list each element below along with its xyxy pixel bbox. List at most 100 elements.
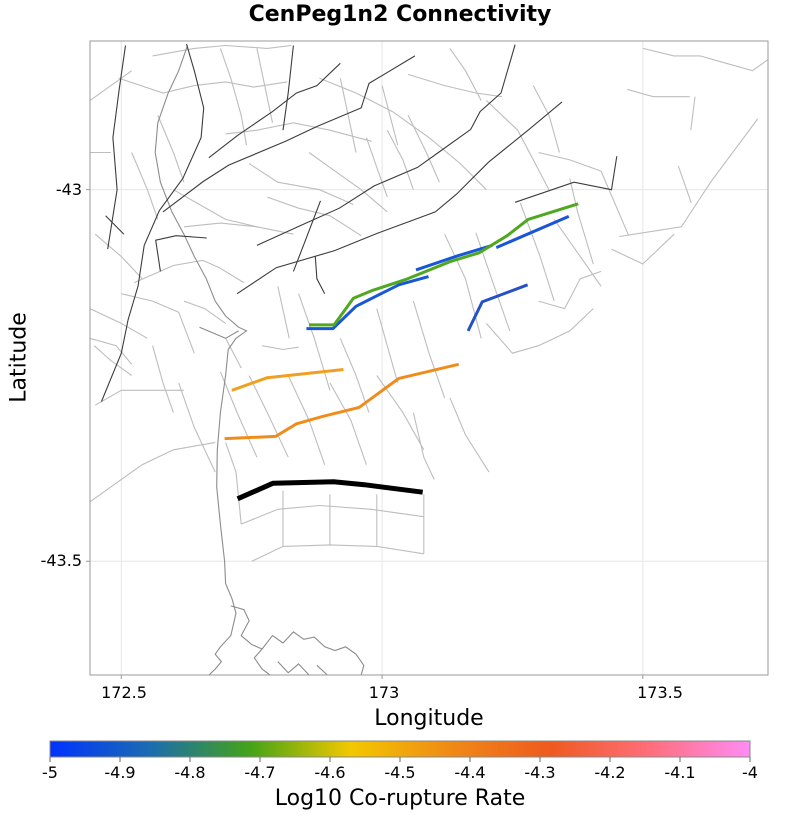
fault-trace-light (131, 152, 159, 220)
colorbar (49, 740, 751, 758)
fault-trace-light (611, 233, 675, 265)
fault-trace-light (219, 371, 258, 458)
colorbar-ticks (49, 757, 751, 762)
rupture-parent-section (236, 479, 424, 502)
fault-trace-dark (282, 45, 294, 131)
fault-trace-light (339, 338, 370, 413)
colorbar-tick-label: -4.7 (244, 763, 276, 782)
fault-trace-light (173, 189, 258, 228)
coastline-segment (230, 605, 263, 650)
fault-trace-light (386, 129, 414, 190)
fault-trace-light (365, 137, 388, 198)
colorbar-label: Log10 Co-rupture Rate (274, 786, 526, 811)
chart-title: CenPeg1n2 Connectivity (248, 2, 552, 27)
fault-trace-light (178, 382, 216, 473)
coastline-segment (316, 664, 328, 675)
fault-trace-light (240, 504, 424, 525)
fault-trace-light (532, 85, 560, 153)
fault-trace-light (600, 170, 630, 236)
fault-trace-light (94, 233, 143, 280)
fault-trace-dark (514, 156, 618, 203)
fault-trace-dark (314, 256, 326, 294)
x-tick-label: 173.5 (637, 683, 683, 702)
colorbar-tick-label: -4.6 (314, 763, 346, 782)
fault-trace-light (485, 308, 594, 354)
fault-trace-light (449, 397, 490, 473)
x-tick-label: 172.5 (101, 683, 147, 702)
fault-trace-dark (292, 200, 322, 272)
fault-trace-light (152, 44, 292, 57)
fault-trace-light (642, 47, 768, 72)
rupture-rupture-f (495, 215, 570, 249)
fault-trace-light (486, 100, 550, 190)
fault-trace-light (412, 412, 435, 480)
fault-trace-light (90, 337, 133, 365)
fault-trace-light (121, 293, 195, 354)
fault-trace-light (248, 375, 289, 458)
rupture-rupture-b (224, 362, 460, 441)
colorbar-tick-label: -4.2 (594, 763, 626, 782)
fault-trace-light (538, 151, 602, 172)
rupture-rupture-g (309, 202, 579, 327)
coastline-segment (199, 326, 239, 339)
colorbar-tick-label: -5 (42, 763, 58, 782)
fault-trace-light (553, 219, 602, 287)
fault-trace-light (277, 286, 290, 339)
fault-trace-light (319, 77, 487, 191)
y-axis-label: Latitude (6, 312, 32, 403)
fault-trace-light (118, 77, 288, 94)
fault-trace-light (538, 270, 602, 310)
fault-trace-light (93, 345, 133, 376)
fault-trace-light (262, 345, 299, 351)
colorbar-tick-label: -4.5 (384, 763, 416, 782)
colorbar-tick-label: -4.1 (664, 763, 696, 782)
fault-trace-dark (256, 44, 516, 246)
fault-trace-light (690, 96, 696, 131)
plot-background (90, 41, 768, 675)
grid-lines (90, 41, 768, 675)
plot-frame (89, 40, 769, 676)
rupture-rupture-d (415, 243, 493, 272)
fault-trace-light (225, 442, 242, 525)
fault-trace-light (677, 165, 692, 204)
fault-trace-light (267, 196, 362, 237)
fault-trace-light (225, 338, 242, 369)
coastline-segment (154, 45, 248, 675)
fault-trace-light (376, 308, 399, 384)
fault-trace-dark (107, 45, 127, 250)
coastline-segment (277, 661, 310, 675)
x-tick-label: 173 (368, 683, 400, 702)
colorbar-tick-label: -4.4 (454, 763, 486, 782)
colorbar-tick-label: -4.3 (524, 763, 556, 782)
fault-trace-light (183, 222, 294, 235)
fault-trace-dark (236, 101, 563, 295)
fault-trace-light (94, 389, 184, 406)
fault-trace-light (90, 70, 133, 101)
fault-trace-light (256, 48, 274, 123)
rupture-rupture-c (306, 275, 429, 331)
fault-trace-light (157, 115, 185, 183)
highlighted-ruptures (224, 202, 579, 502)
fault-trace-light (225, 122, 372, 142)
fault-trace-light (248, 163, 354, 206)
fault-trace-light (627, 88, 690, 98)
fault-trace-light (339, 78, 357, 153)
fault-trace-light (308, 152, 388, 213)
fault-trace-light (90, 441, 216, 503)
fault-trace-light (219, 48, 248, 146)
fault-traces-dark (100, 43, 618, 402)
colorbar-tick-label: -4 (742, 763, 758, 782)
colorbar-tick-label: -4.9 (104, 763, 136, 782)
colorbar-tick-label: -4.8 (174, 763, 206, 782)
rupture-rupture-a (231, 368, 344, 392)
fault-trace-light (444, 233, 482, 339)
coastline-segment (261, 631, 365, 675)
fault-trace-light (381, 85, 399, 146)
fault-trace-light (183, 300, 226, 324)
fault-trace-light (407, 73, 503, 98)
fault-trace-light (619, 118, 759, 238)
fault-trace-light (90, 308, 148, 339)
coastline-segment (253, 648, 271, 675)
fault-trace-dark (105, 215, 125, 235)
